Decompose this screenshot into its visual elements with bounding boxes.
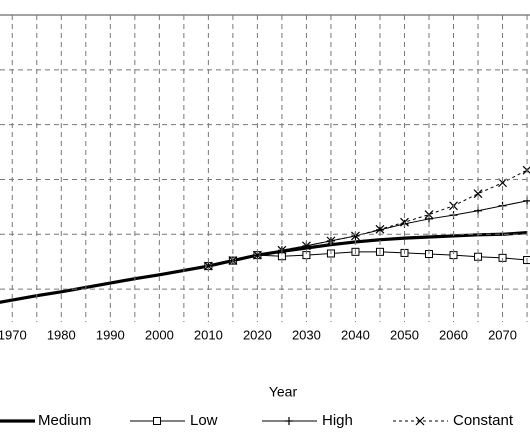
legend-label: Low	[190, 412, 218, 429]
series-line	[0, 231, 528, 304]
marker	[285, 417, 293, 425]
marker	[522, 165, 530, 175]
x-tick-label: 2010	[194, 327, 223, 342]
x-tick-label: 2070	[488, 327, 517, 342]
x-tick-label: 2030	[292, 327, 321, 342]
x-tick-label: 2060	[439, 327, 468, 342]
x-axis-label: Year	[269, 384, 298, 400]
x-tick-label: 1990	[96, 327, 125, 342]
marker	[473, 189, 483, 199]
marker	[153, 417, 161, 425]
x-tick-label: 2050	[390, 327, 419, 342]
series-line	[208, 251, 528, 267]
x-tick-label: 2000	[145, 327, 174, 342]
x-tick-label: 1980	[47, 327, 76, 342]
plot-area	[0, 165, 530, 304]
marker	[523, 196, 530, 205]
x-tick-label: 2040	[341, 327, 370, 342]
marker	[498, 178, 507, 188]
legend-label: Constant	[453, 412, 514, 429]
marker	[302, 241, 311, 251]
series-line	[208, 169, 528, 267]
x-tick-label: 2020	[243, 327, 272, 342]
legend-label: Medium	[38, 412, 91, 429]
marker	[375, 224, 385, 234]
legend-label: High	[322, 412, 353, 429]
marker	[252, 250, 262, 260]
marker	[415, 416, 425, 426]
marker	[203, 261, 213, 271]
x-tick-label: 1970	[0, 327, 27, 342]
